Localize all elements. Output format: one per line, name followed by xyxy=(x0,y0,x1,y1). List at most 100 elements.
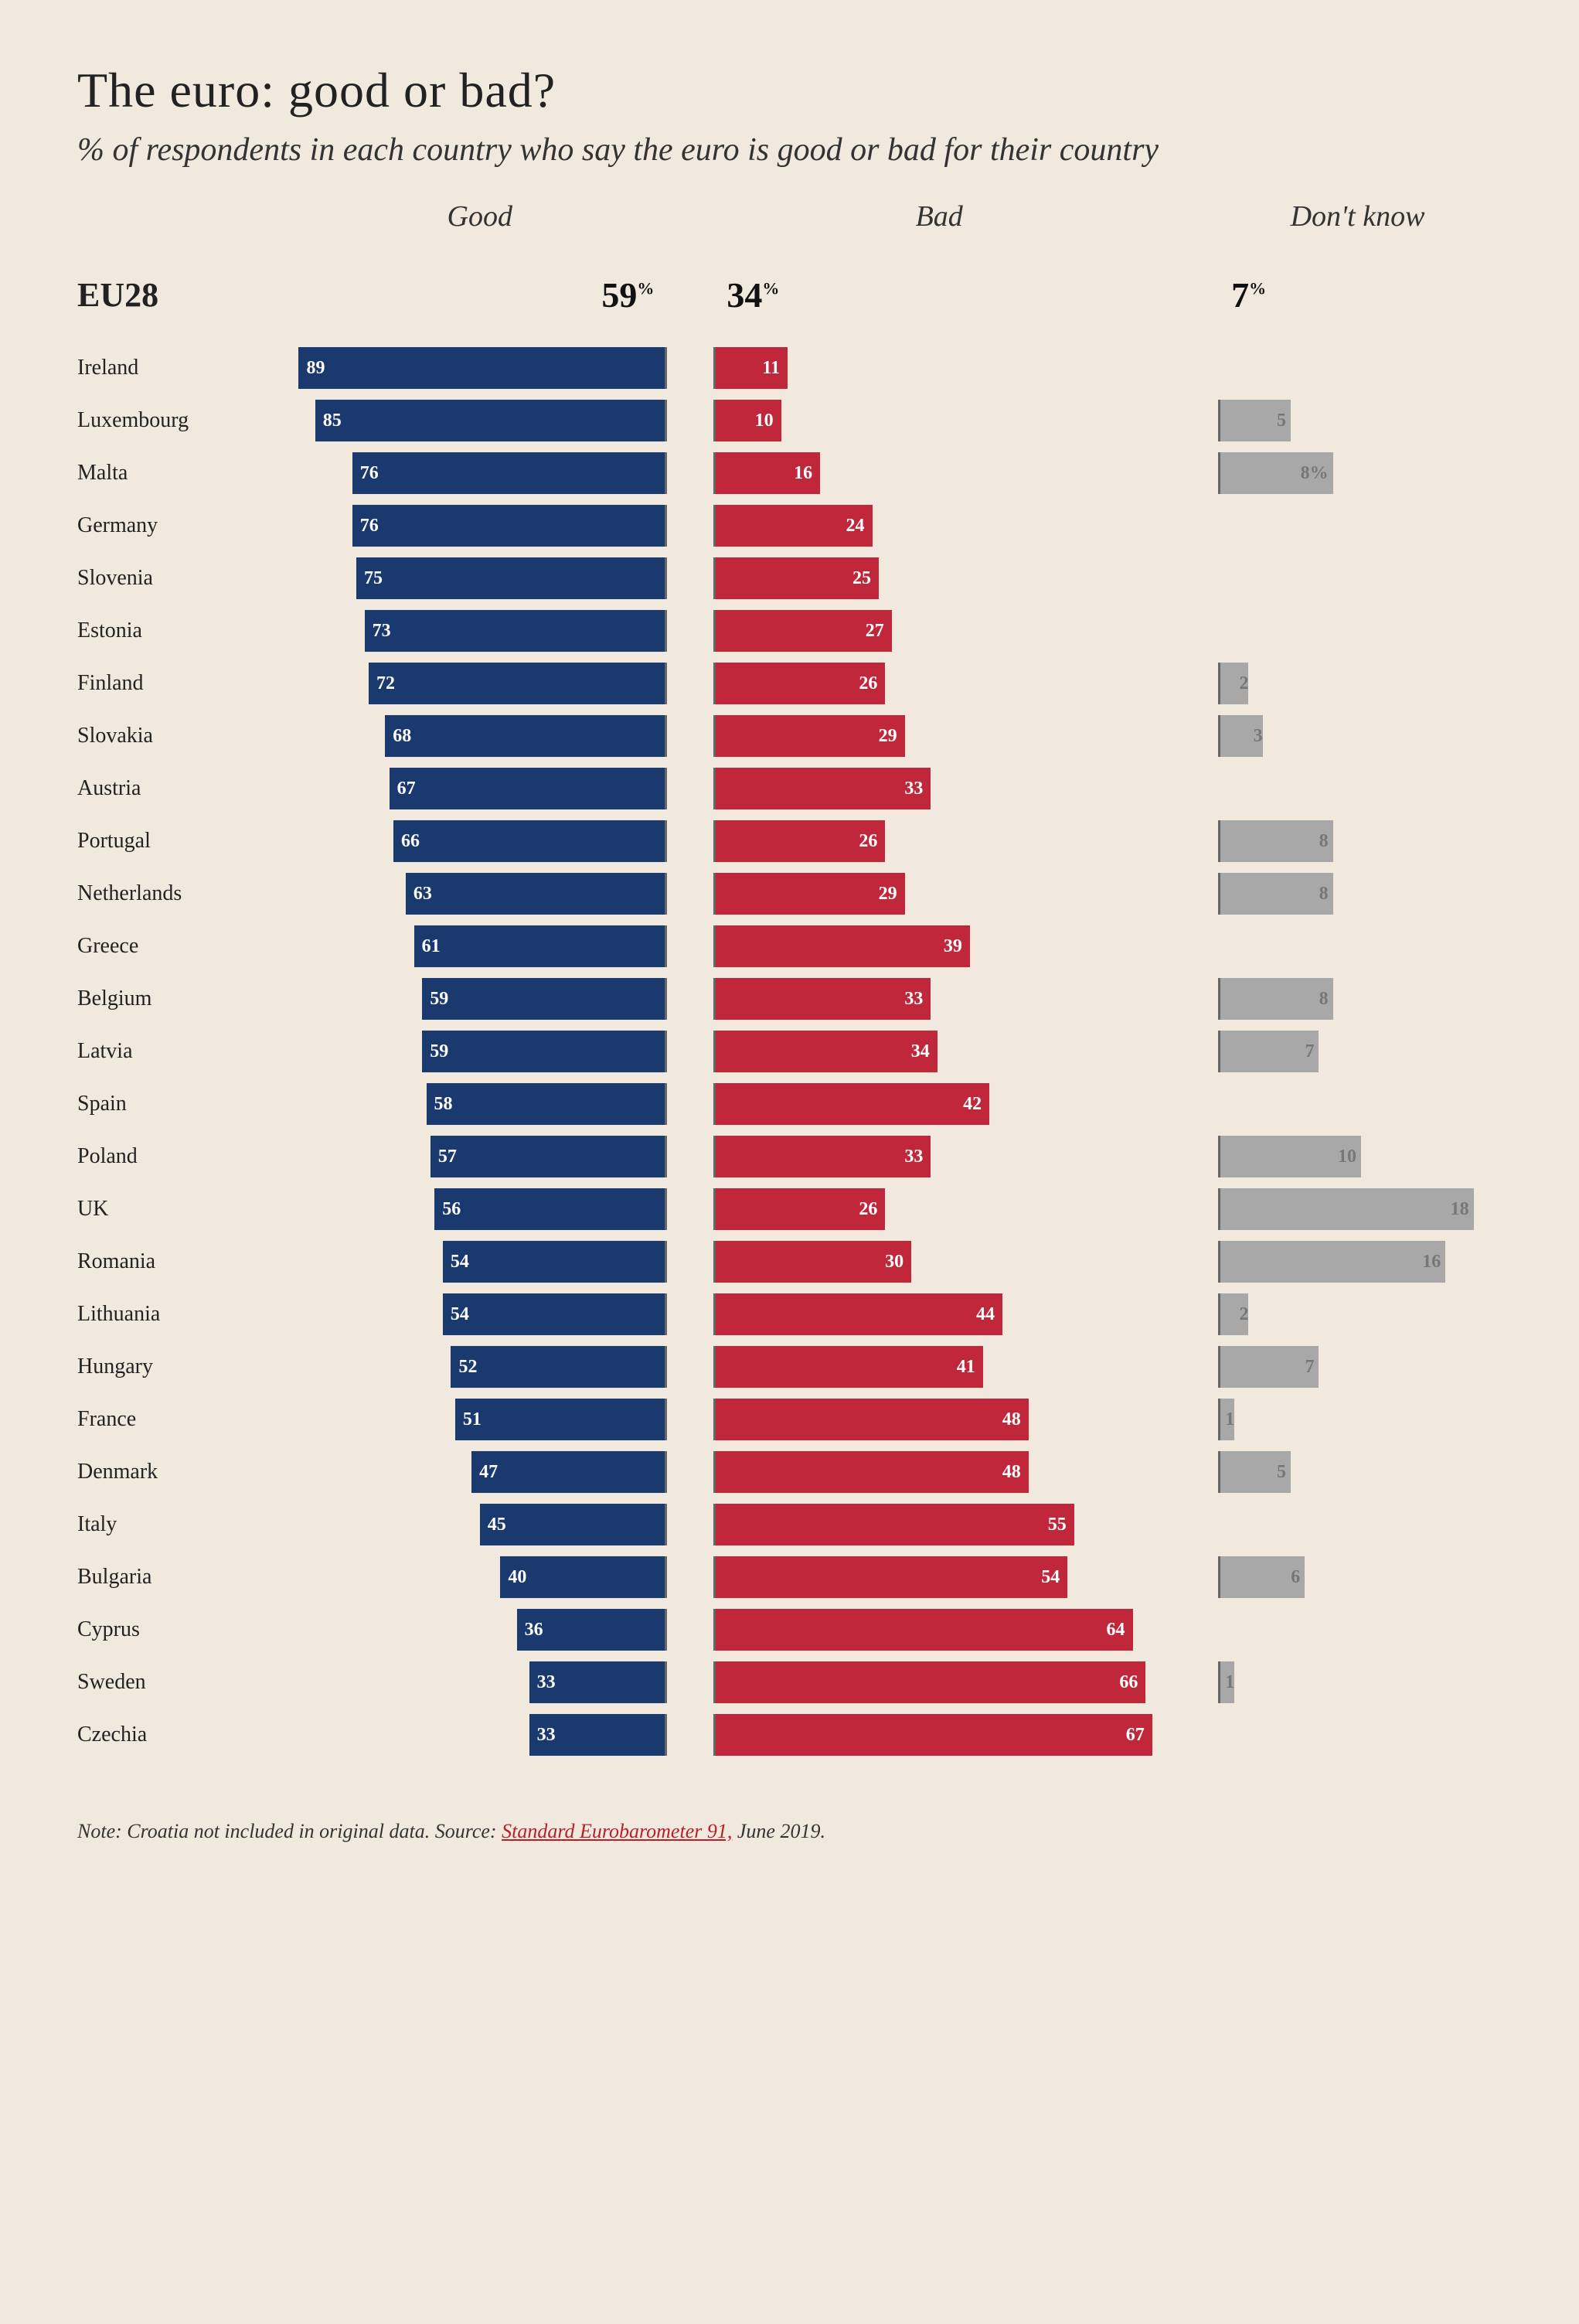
good-col: 52 xyxy=(294,1346,667,1388)
dk-bar: 7 xyxy=(1220,1031,1319,1072)
good-col: 54 xyxy=(294,1293,667,1335)
good-col: 58 xyxy=(294,1083,667,1125)
good-bar: 51 xyxy=(455,1399,665,1440)
dk-bar: 6 xyxy=(1220,1556,1305,1598)
header-spacer xyxy=(77,199,248,233)
dk-value: 10 xyxy=(1338,1147,1356,1167)
good-value: 36 xyxy=(525,1620,543,1641)
bad-col: 26 xyxy=(713,663,1172,704)
dk-bar: 10 xyxy=(1220,1136,1361,1177)
country-row: France51481 xyxy=(77,1393,1502,1446)
good-col: 72 xyxy=(294,663,667,704)
good-col: 76 xyxy=(294,505,667,547)
bad-bar: 11 xyxy=(716,347,788,389)
bad-col: 39 xyxy=(713,925,1172,967)
good-bar: 63 xyxy=(406,873,665,915)
bad-value: 34 xyxy=(911,1041,930,1062)
good-value: 56 xyxy=(442,1199,461,1220)
chart-rows: EU2859%34%7%Ireland8911Luxembourg85105Ma… xyxy=(77,252,1502,1761)
good-col: 66 xyxy=(294,820,667,862)
bad-col: 26 xyxy=(713,820,1172,862)
dk-bar: 8 xyxy=(1220,873,1333,915)
dk-bar: 7 xyxy=(1220,1346,1319,1388)
bad-value: 33 xyxy=(904,989,923,1010)
good-value: 40 xyxy=(508,1567,526,1588)
bad-bar: 42 xyxy=(716,1083,989,1125)
good-bar: 54 xyxy=(443,1241,665,1283)
bad-bar: 66 xyxy=(716,1661,1145,1703)
chart-page: The euro: good or bad? % of respondents … xyxy=(0,0,1579,1941)
good-bar: 68 xyxy=(385,715,665,757)
good-col: 63 xyxy=(294,873,667,915)
good-bar: 61 xyxy=(414,925,665,967)
bad-bar: 30 xyxy=(716,1241,911,1283)
column-headers: Good Bad Don't know xyxy=(77,199,1502,233)
dk-col: 16 xyxy=(1218,1241,1502,1283)
dk-col: 8% xyxy=(1218,452,1502,494)
dk-col: 5 xyxy=(1218,400,1502,441)
country-row: Czechia3367 xyxy=(77,1709,1502,1761)
country-row: Belgium59338 xyxy=(77,973,1502,1025)
country-row: Denmark47485 xyxy=(77,1446,1502,1498)
good-value: 66 xyxy=(401,831,420,852)
good-value: 72 xyxy=(376,673,395,694)
bad-col: 26 xyxy=(713,1188,1172,1230)
good-col: 59 xyxy=(294,978,667,1020)
bad-bar: 33 xyxy=(716,768,931,809)
good-value: 76 xyxy=(360,516,379,537)
bad-value: 26 xyxy=(859,1199,877,1220)
bad-bar: 33 xyxy=(716,978,931,1020)
country-row: Latvia59347 xyxy=(77,1025,1502,1078)
bad-bar: 41 xyxy=(716,1346,982,1388)
good-value: 89 xyxy=(306,358,325,379)
dk-value: 2 xyxy=(1239,1304,1248,1325)
good-col: 75 xyxy=(294,557,667,599)
bad-value: 25 xyxy=(852,568,871,589)
good-col: 61 xyxy=(294,925,667,967)
footer-link[interactable]: Standard Eurobarometer 91, xyxy=(502,1820,732,1842)
bad-col: 16 xyxy=(713,452,1172,494)
good-bar: 73 xyxy=(365,610,665,652)
bad-value: 11 xyxy=(762,358,780,379)
good-bar: 33 xyxy=(529,1714,665,1756)
bad-value: 33 xyxy=(904,1147,923,1167)
bad-col: 64 xyxy=(713,1609,1172,1651)
country-label: Finland xyxy=(77,671,248,696)
bad-col: 67 xyxy=(713,1714,1172,1756)
good-value: 33 xyxy=(537,1672,556,1693)
country-label: Latvia xyxy=(77,1039,248,1064)
bad-bar: 55 xyxy=(716,1504,1074,1545)
good-bar: 40 xyxy=(500,1556,665,1598)
header-dk: Don't know xyxy=(1213,199,1502,233)
dk-value: 1 xyxy=(1225,1672,1234,1693)
country-row: Finland 72 26 2 xyxy=(77,657,1502,710)
dk-col: 6 xyxy=(1218,1556,1502,1598)
good-value: 61 xyxy=(422,936,441,957)
bad-bar: 39 xyxy=(716,925,970,967)
bad-col: 27 xyxy=(713,610,1172,652)
country-row: Netherlands 63 29 8 xyxy=(77,867,1502,920)
good-col: 73 xyxy=(294,610,667,652)
country-label: Netherlands xyxy=(77,881,248,906)
dk-col: 5 xyxy=(1218,1451,1502,1493)
good-value: 76 xyxy=(360,463,379,484)
good-value: 85 xyxy=(323,411,342,431)
dk-value: 2 xyxy=(1239,673,1248,694)
country-row: Germany7624 xyxy=(77,499,1502,552)
dk-value: 7% xyxy=(1220,274,1277,315)
good-col: 54 xyxy=(294,1241,667,1283)
good-bar: 75 xyxy=(356,557,665,599)
good-col: 45 xyxy=(294,1504,667,1545)
country-label: Austria xyxy=(77,776,248,801)
bad-bar: 29 xyxy=(716,873,904,915)
country-row: Cyprus3664 xyxy=(77,1603,1502,1656)
country-label: Romania xyxy=(77,1249,248,1274)
dk-value: 3 xyxy=(1254,726,1263,747)
dk-bar: 18 xyxy=(1220,1188,1474,1230)
bad-bar: 25 xyxy=(716,557,879,599)
good-value: 52 xyxy=(458,1357,477,1378)
bad-col: 54 xyxy=(713,1556,1172,1598)
country-row: Lithuania54442 xyxy=(77,1288,1502,1341)
dk-col: 2 xyxy=(1218,1293,1502,1335)
bad-value: 33 xyxy=(904,779,923,799)
